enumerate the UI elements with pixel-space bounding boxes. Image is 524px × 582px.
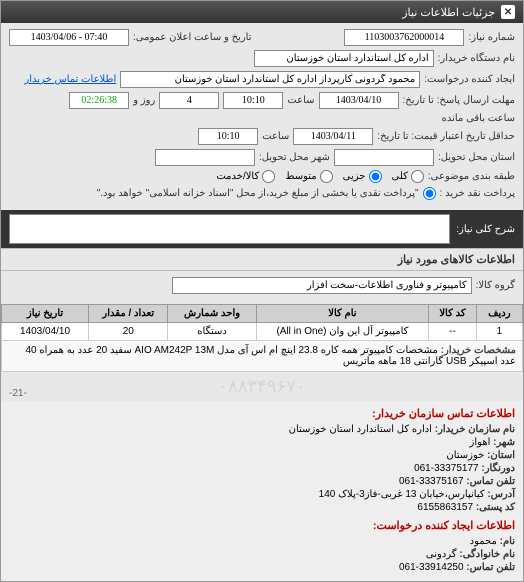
org-val: اداره کل استاندارد استان خوزستان (289, 424, 432, 435)
col-name: نام کالا (256, 305, 429, 323)
col-code: کد کالا (429, 305, 476, 323)
lname-label: نام خانوادگی: (459, 549, 515, 560)
radio-middle[interactable]: متوسط (285, 170, 332, 183)
province-label: استان: (487, 450, 515, 461)
topic-radios: کلی جزیی متوسط کالا/خدمت (216, 170, 424, 183)
cell-date: 1403/04/10 (2, 323, 89, 341)
payment-note: "پرداخت نقدی یا بخشی از مبلغ خرید،از محل… (97, 188, 419, 199)
address-val: کیانپارس،خیابان 13 غربی-فاز3-پلاک 140 (319, 489, 485, 500)
cell-qty: 20 (89, 323, 168, 341)
cphone-val: 33914250-061 (399, 562, 464, 573)
contact-section: اطلاعات تماس سازمان خریدار: نام سازمان خ… (1, 401, 523, 581)
lname-val: گردونی (426, 549, 457, 560)
watermark-text: ۰۸۸۳۴۹۶۷۰ (9, 376, 515, 397)
city-val: اهواز (470, 437, 491, 448)
announce-input[interactable] (9, 29, 129, 46)
form-section: شماره نیاز: تاریخ و ساعت اعلان عمومی: نا… (1, 23, 523, 210)
payment-label: پرداخت نقد خرید : (440, 188, 515, 199)
keyword-text: مشخصات کامپیوتر همه کاره 23.8 اینچ ام اس… (9, 214, 450, 244)
validity-date-input[interactable] (293, 128, 373, 145)
days-left-input[interactable] (159, 92, 219, 109)
delivery-state-label: استان محل تحویل: (438, 152, 515, 163)
deadline-time-input[interactable] (223, 92, 283, 109)
table-row[interactable]: 1 -- کامپیوتر آل این وان (All in One) دس… (2, 323, 523, 341)
announce-label: تاریخ و ساعت اعلان عمومی: (133, 32, 252, 43)
watermark-section: ۰۸۸۳۴۹۶۷۰ -21- (1, 372, 523, 401)
close-icon[interactable]: ✕ (501, 5, 515, 19)
details-panel: ✕ جزئیات اطلاعات نیاز شماره نیاز: تاریخ … (0, 0, 524, 582)
cell-code: -- (429, 323, 476, 341)
time-label-1: ساعت (287, 95, 314, 106)
delivery-state-input[interactable] (334, 149, 434, 166)
panel-title: جزئیات اطلاعات نیاز (402, 6, 495, 19)
time-label-2: ساعت (262, 131, 289, 142)
buyer-org-input[interactable] (254, 50, 434, 67)
name-label: نام: (500, 536, 515, 547)
col-qty: تعداد / مقدار (89, 305, 168, 323)
cell-unit: دستگاه (168, 323, 256, 341)
address-label: آدرس: (487, 489, 515, 500)
time-left-input[interactable] (69, 92, 129, 109)
name-val: محمود (470, 536, 497, 547)
keyword-row: شرح کلی نیاز: مشخصات کامپیوتر همه کاره 2… (1, 210, 523, 248)
contact-link[interactable]: اطلاعات تماس خریدار (24, 74, 116, 85)
province-val: خوزستان (446, 450, 484, 461)
delivery-city-label: شهر محل تحویل: (259, 152, 330, 163)
radio-partial[interactable]: جزیی (343, 170, 382, 183)
cell-name: کامپیوتر آل این وان (All in One) (256, 323, 429, 341)
req-no-input[interactable] (344, 29, 464, 46)
payment-radio[interactable] (423, 187, 436, 200)
radio-all[interactable]: کلی (392, 170, 424, 183)
panel-header: ✕ جزئیات اطلاعات نیاز (1, 1, 523, 23)
req-no-label: شماره نیاز: (468, 32, 515, 43)
deadline-date-input[interactable] (319, 92, 399, 109)
col-unit: واحد شمارش (168, 305, 256, 323)
validity-label: حداقل تاریخ اعتبار قیمت: تا تاریخ: (377, 131, 515, 142)
postal-label: کد پستی: (476, 502, 515, 513)
validity-time-input[interactable] (198, 128, 258, 145)
items-table: ردیف کد کالا نام کالا واحد شمارش تعداد /… (1, 304, 523, 372)
phone-label: تلفن تماس: (466, 476, 515, 487)
days-label: روز و (133, 95, 155, 106)
topic-group-label: طبقه بندی موضوعی: (428, 171, 515, 182)
cell-idx: 1 (476, 323, 522, 341)
contact-title: اطلاعات تماس سازمان خریدار: (9, 407, 515, 420)
col-idx: ردیف (476, 305, 522, 323)
fax-label: دورنگار: (481, 463, 515, 474)
delivery-city-input[interactable] (155, 149, 255, 166)
city-label: شهر: (493, 437, 515, 448)
org-label: نام سازمان خریدار: (435, 424, 515, 435)
desc-label: مشخصات خریدار: (441, 345, 516, 356)
page-number: -21- (9, 388, 27, 399)
creator-contact-title: اطلاعات ایجاد کننده درخواست: (9, 519, 515, 532)
group-label: گروه کالا: (476, 280, 515, 291)
buyer-org-label: نام دستگاه خریدار: (438, 53, 515, 64)
keyword-label: شرح کلی نیاز: (456, 224, 515, 235)
postal-val: 6155863157 (417, 502, 473, 513)
fax-val: 33375177-061 (414, 463, 479, 474)
time-left-label: ساعت باقی مانده (442, 113, 515, 124)
phone-val: 33375167-061 (399, 476, 464, 487)
deadline-label: مهلت ارسال پاسخ: تا تاریخ: (403, 95, 515, 106)
creator-label: ایجاد کننده درخواست: (424, 74, 515, 85)
table-desc-row: مشخصات خریدار: مشخصات کامپیوتر همه کاره … (2, 341, 523, 372)
radio-service[interactable]: کالا/خدمت (216, 170, 275, 183)
table-header-row: ردیف کد کالا نام کالا واحد شمارش تعداد /… (2, 305, 523, 323)
col-date: تاریخ نیاز (2, 305, 89, 323)
creator-input[interactable] (120, 71, 420, 88)
items-section-title: اطلاعات کالاهای مورد نیاز (1, 248, 523, 271)
group-input[interactable] (172, 277, 472, 294)
cphone-label: تلفن تماس: (466, 562, 515, 573)
